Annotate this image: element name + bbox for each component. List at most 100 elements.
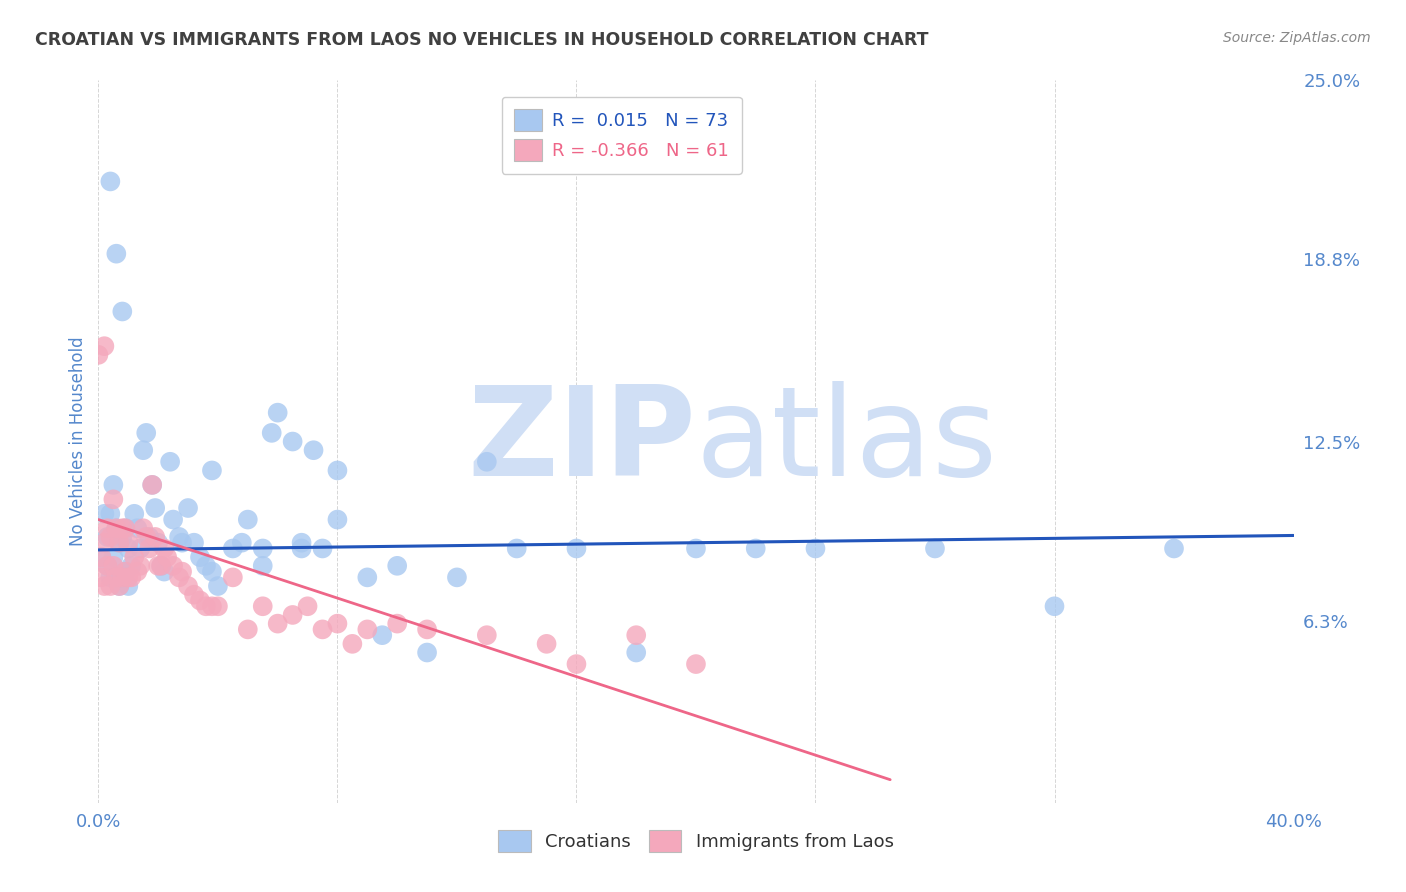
Point [267,406,290,420]
Point [326,616,349,631]
Point [371,628,394,642]
Point [311,541,333,556]
Point [183,588,205,602]
Point [108,535,131,549]
Point [150,558,173,573]
Point [565,541,588,556]
Text: Source: ZipAtlas.com: Source: ZipAtlas.com [1223,31,1371,45]
Point [98,530,122,544]
Point [93,579,115,593]
Text: ZIP: ZIP [467,381,696,502]
Point [132,443,155,458]
Point [201,599,224,614]
Legend: Croatians, Immigrants from Laos: Croatians, Immigrants from Laos [488,819,904,863]
Point [207,579,229,593]
Point [111,304,134,318]
Point [90,570,112,584]
Point [141,478,163,492]
Point [685,541,707,556]
Text: CROATIAN VS IMMIGRANTS FROM LAOS NO VEHICLES IN HOUSEHOLD CORRELATION CHART: CROATIAN VS IMMIGRANTS FROM LAOS NO VEHI… [35,31,928,49]
Point [188,593,211,607]
Point [124,550,146,565]
Point [135,530,157,544]
Point [195,558,218,573]
Point [127,521,149,535]
Point [385,558,409,573]
Point [162,512,184,526]
Point [252,558,274,573]
Point [222,570,245,584]
Point [446,570,468,584]
Point [302,443,325,458]
Y-axis label: No Vehicles in Household: No Vehicles in Household [69,336,87,547]
Point [291,535,314,549]
Point [260,425,283,440]
Point [291,541,314,556]
Point [156,550,179,565]
Point [153,565,176,579]
Point [252,541,274,556]
Point [103,558,125,573]
Point [135,425,157,440]
Point [108,579,131,593]
Point [124,507,146,521]
Point [281,607,304,622]
Point [105,521,128,535]
Point [626,646,648,660]
Point [297,599,319,614]
Point [117,570,139,584]
Point [114,521,136,535]
Point [281,434,304,449]
Point [103,492,125,507]
Point [129,558,152,573]
Point [117,579,139,593]
Point [1163,541,1185,556]
Point [114,521,136,535]
Point [201,463,224,477]
Point [105,521,128,535]
Point [924,541,946,556]
Point [475,455,498,469]
Point [96,521,118,535]
Point [148,535,170,549]
Point [138,541,160,556]
Point [117,541,139,556]
Point [132,521,155,535]
Point [565,657,588,671]
Point [475,628,498,642]
Point [267,616,290,631]
Point [207,599,229,614]
Point [129,541,152,556]
Point [236,623,259,637]
Point [188,550,211,565]
Text: atlas: atlas [696,381,998,502]
Point [167,570,190,584]
Point [114,565,136,579]
Point [111,570,134,584]
Point [222,541,245,556]
Point [416,623,439,637]
Point [103,550,125,565]
Point [96,558,118,573]
Point [143,501,166,516]
Point [105,246,128,260]
Point [195,599,218,614]
Point [177,501,200,516]
Point [120,558,142,573]
Point [127,565,149,579]
Point [98,507,122,521]
Point [745,541,768,556]
Point [416,646,439,660]
Point [162,558,184,573]
Point [172,565,194,579]
Point [108,535,131,549]
Point [626,628,648,642]
Point [153,541,176,556]
Point [111,530,134,544]
Point [98,570,122,584]
Point [804,541,827,556]
Point [342,637,364,651]
Point [143,530,166,544]
Point [96,530,118,544]
Point [90,550,112,565]
